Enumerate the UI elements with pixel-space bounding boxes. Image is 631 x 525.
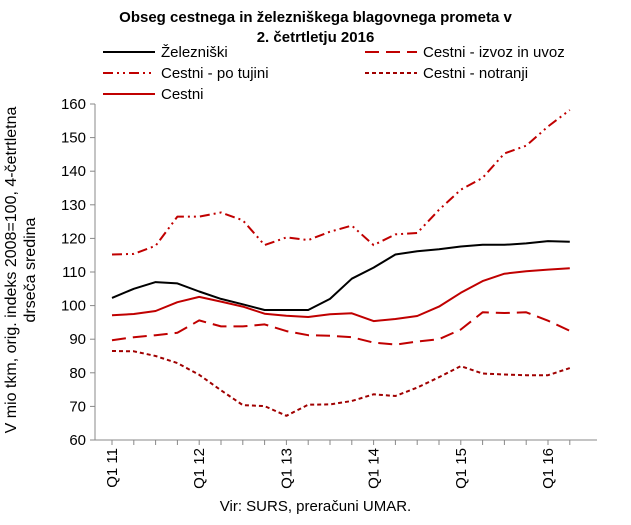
series-lines [111, 109, 571, 417]
series-line-0 [111, 240, 570, 311]
y-tick-label: 80 [69, 365, 86, 382]
x-tick-label: Q1 16 [540, 448, 557, 489]
legend-label-1: Cestni - izvoz in uvoz [423, 44, 565, 61]
legend-label-0: Železniški [161, 44, 228, 61]
series-line-2 [111, 109, 571, 256]
series-line-4 [111, 267, 570, 323]
source-note: Vir: SURS, preračuni UMAR. [219, 498, 412, 515]
x-tick-label: Q1 15 [453, 448, 470, 489]
x-tick-label: Q1 11 [104, 448, 121, 488]
chart-title-line-2: 2. četrtletju 2016 [256, 29, 375, 46]
legend-label-3: Cestni - notranji [423, 65, 528, 82]
y-tick-label: 110 [62, 264, 86, 281]
y-tick-label: 60 [69, 432, 86, 449]
y-tick-label: 150 [61, 130, 86, 147]
chart-title-line-1: Obseg cestnega in železniškega blagovneg… [119, 9, 512, 26]
y-tick-label: 70 [69, 398, 86, 415]
chart-title: Obseg cestnega in železniškega blagovneg… [0, 8, 631, 48]
axes: 60 70 80 90 100 110 120 130 140 150 160 Q1 11 Q1 12 Q… [61, 96, 597, 489]
y-tick-label: 90 [69, 331, 86, 348]
y-tick-label: 140 [61, 163, 86, 180]
series-line-1 [111, 311, 571, 346]
x-tick-label: Q1 12 [191, 448, 208, 489]
y-tick-label: 130 [61, 197, 86, 214]
y-tick-label: 160 [61, 96, 86, 113]
y-tick-label: 100 [61, 298, 86, 315]
x-tick-label: Q1 14 [366, 448, 383, 489]
legend: Železniški Cestni - izvoz in uvoz Cestni -… [103, 44, 565, 103]
legend-label-4: Cestni [161, 86, 204, 103]
y-tick-label: 120 [61, 230, 86, 247]
x-tick-label: Q1 13 [278, 448, 295, 489]
legend-label-2: Cestni - po tujini [161, 65, 269, 82]
series-line-3 [111, 350, 571, 417]
